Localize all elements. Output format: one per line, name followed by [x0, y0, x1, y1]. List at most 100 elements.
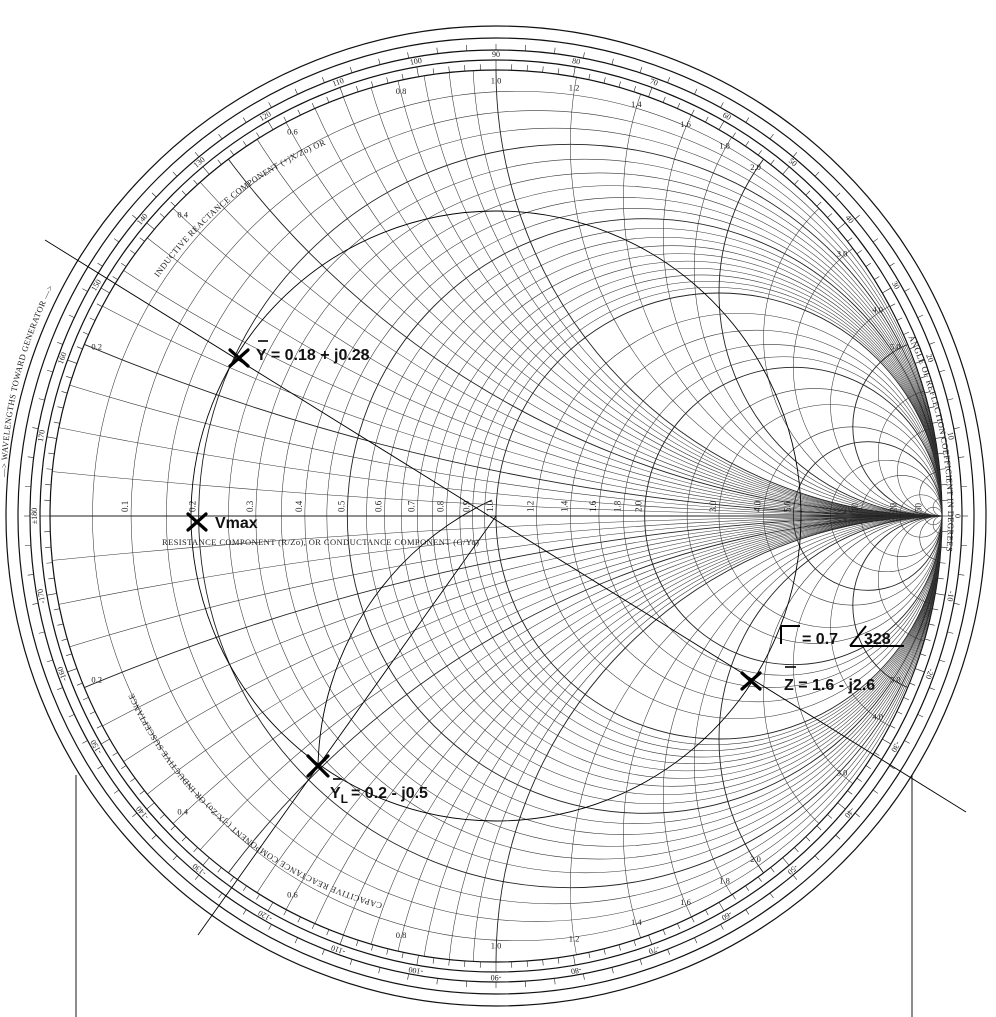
- tick: [100, 287, 110, 294]
- reactance-label: 0.8: [396, 86, 407, 96]
- tick: [677, 102, 681, 109]
- reactance-arc: [130, 70, 942, 517]
- gamma-angle: 328: [864, 631, 891, 648]
- gamma-symbol: [780, 625, 800, 644]
- reactance-arc: [932, 515, 942, 535]
- tick: [603, 948, 606, 955]
- tick: [805, 836, 811, 842]
- reactance-arc: [932, 497, 942, 517]
- tick: [61, 391, 68, 394]
- tick: [172, 171, 178, 177]
- tick: [694, 937, 698, 944]
- tick: [100, 738, 110, 745]
- tick: [573, 66, 576, 77]
- tick: [917, 314, 924, 318]
- tick: [757, 876, 762, 882]
- reactance-label: 3.0: [837, 248, 848, 258]
- tick: [889, 765, 895, 770]
- tick: [856, 250, 862, 255]
- angle-label: 0: [953, 514, 962, 518]
- tick: [835, 834, 841, 840]
- tick: [718, 902, 725, 912]
- tick: [928, 623, 935, 626]
- tick: [132, 214, 138, 220]
- resistance-label: 50: [914, 503, 924, 513]
- reactance-label: 5.0: [890, 342, 901, 352]
- tick: [583, 52, 585, 59]
- tick: [230, 876, 235, 882]
- tick: [66, 653, 72, 656]
- tick: [915, 359, 925, 364]
- reactance-arc: [718, 70, 942, 517]
- tick: [932, 421, 939, 424]
- angle-label: -120: [257, 908, 274, 923]
- reactance-arc: [446, 70, 942, 517]
- tick: [792, 152, 798, 158]
- tick: [139, 237, 145, 242]
- angle-label: -110: [330, 943, 347, 956]
- reactance-label: 0.6: [287, 126, 298, 136]
- tick: [268, 102, 272, 108]
- resistance-label: 2.0: [634, 500, 644, 512]
- tick: [378, 58, 381, 65]
- tick: [827, 213, 833, 218]
- tick: [67, 359, 77, 364]
- tick: [321, 949, 325, 955]
- tick: [745, 141, 750, 147]
- tick: [939, 468, 946, 470]
- reactance-label: 1.2: [569, 934, 580, 944]
- tick: [588, 952, 591, 959]
- tick: [882, 287, 892, 294]
- reactance-label: 1.6: [680, 119, 691, 129]
- tick: [947, 631, 954, 634]
- tick: [47, 659, 53, 663]
- tick: [401, 952, 404, 959]
- reactance-arc: [693, 70, 942, 517]
- reactance-label: 1.6: [680, 897, 691, 907]
- resistance-label: 1.8: [612, 500, 622, 512]
- reactance-arc: [830, 292, 942, 517]
- tick: [937, 452, 944, 455]
- tick: [935, 436, 946, 439]
- tick: [170, 201, 176, 207]
- angle-label: -80: [570, 965, 582, 976]
- tick: [53, 421, 60, 424]
- tick: [401, 73, 404, 80]
- tick: [691, 109, 695, 116]
- tick: [339, 935, 344, 945]
- angle-label: -170: [36, 588, 47, 604]
- tick: [193, 847, 198, 853]
- tick: [691, 916, 695, 923]
- tick: [416, 955, 419, 966]
- tick: [46, 562, 53, 564]
- tick: [32, 603, 39, 605]
- tick: [557, 957, 560, 964]
- reactance-label: 0.2: [91, 674, 102, 684]
- tick: [732, 894, 736, 900]
- tick: [139, 790, 145, 795]
- angle-label: -130: [191, 861, 208, 877]
- tick: [903, 331, 910, 335]
- angle-label: 110: [331, 76, 345, 88]
- tick: [794, 847, 799, 853]
- resistance-label: 4.0: [753, 500, 763, 512]
- tick: [573, 955, 576, 966]
- tick: [937, 577, 944, 580]
- angle-label: 80: [571, 56, 580, 66]
- reactance-arc: [495, 70, 942, 517]
- tick: [896, 317, 903, 321]
- tick: [924, 391, 931, 394]
- tick: [827, 814, 833, 819]
- tick: [782, 857, 790, 866]
- reactance-arc: [693, 515, 942, 962]
- tick: [782, 166, 790, 175]
- tick: [297, 916, 301, 923]
- tick: [662, 96, 666, 103]
- tick: [732, 132, 736, 138]
- gamma-magnitude: = 0.7: [802, 631, 838, 648]
- angle-label: -100: [408, 965, 424, 976]
- resistance-label: 0.6: [374, 500, 384, 512]
- yl-marker: [306, 754, 330, 778]
